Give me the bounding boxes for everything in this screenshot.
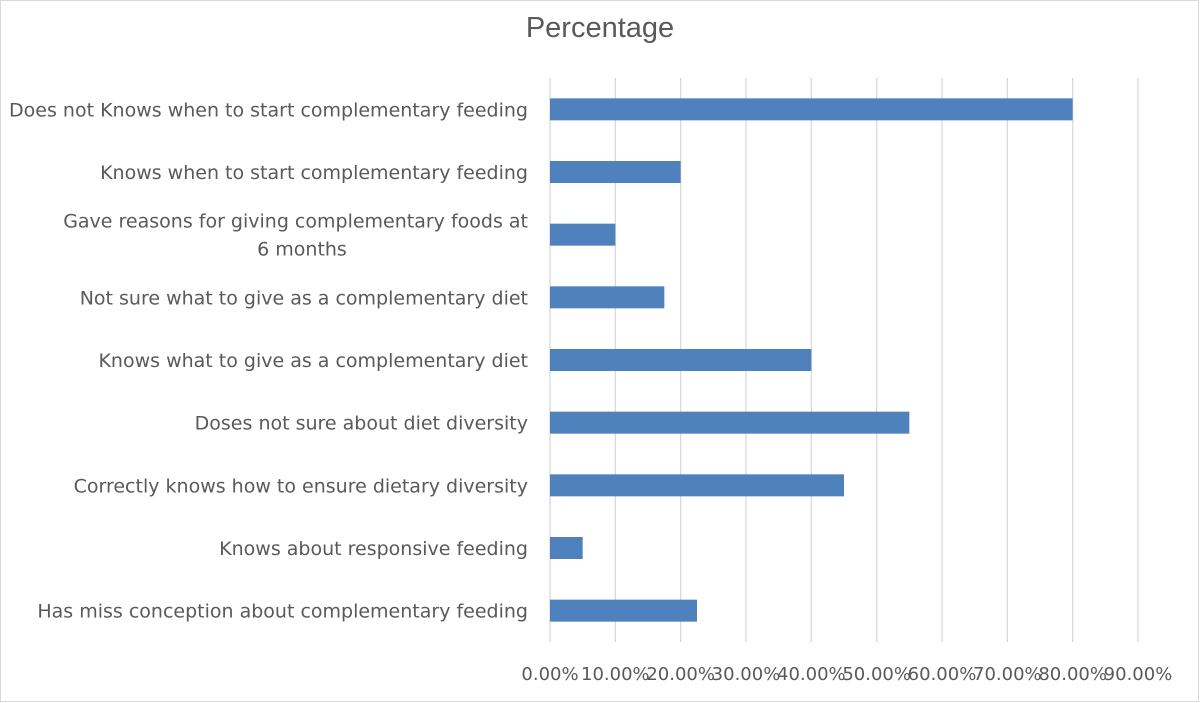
x-tick-label: 70.00% (973, 664, 1042, 685)
category-label: Doses not sure about diet diversity (195, 413, 528, 435)
bar (550, 161, 681, 183)
category-label: 6 months (257, 239, 347, 261)
x-tick-label: 10.00% (581, 664, 650, 685)
category-label: Correctly knows how to ensure dietary di… (74, 475, 528, 497)
category-labels: Does not Knows when to start complementa… (9, 99, 528, 622)
category-label: Not sure what to give as a complementary… (80, 287, 528, 309)
x-tick-label: 30.00% (712, 664, 781, 685)
chart-title: Percentage (526, 12, 674, 44)
category-label: Knows about responsive feeding (219, 538, 528, 560)
x-tick-label: 80.00% (1038, 664, 1107, 685)
x-tick-label: 60.00% (908, 664, 977, 685)
x-tick-label: 20.00% (646, 664, 715, 685)
x-tick-label: 40.00% (777, 664, 846, 685)
bar (550, 223, 616, 246)
category-label: Gave reasons for giving complementary fo… (63, 211, 528, 233)
bar (550, 537, 583, 559)
category-label: Does not Knows when to start complementa… (9, 99, 528, 121)
bar (550, 349, 812, 371)
x-tick-label: 50.00% (842, 664, 911, 685)
category-label: Knows what to give as a complementary di… (98, 350, 528, 372)
bars (550, 98, 1073, 622)
bar (550, 411, 910, 434)
bar (550, 98, 1073, 121)
category-label: Knows when to start complementary feedin… (100, 162, 528, 184)
category-label: Has miss conception about complementary … (37, 601, 528, 623)
x-tick-label: 90.00% (1104, 664, 1173, 685)
bar (550, 599, 697, 622)
x-axis-tick-labels: 0.00% 10.00%20.00%30.00%40.00%50.00%60.00… (521, 664, 1172, 685)
bar (550, 474, 844, 497)
bar (550, 286, 665, 309)
x-tick-label: 0.00% (521, 664, 578, 685)
